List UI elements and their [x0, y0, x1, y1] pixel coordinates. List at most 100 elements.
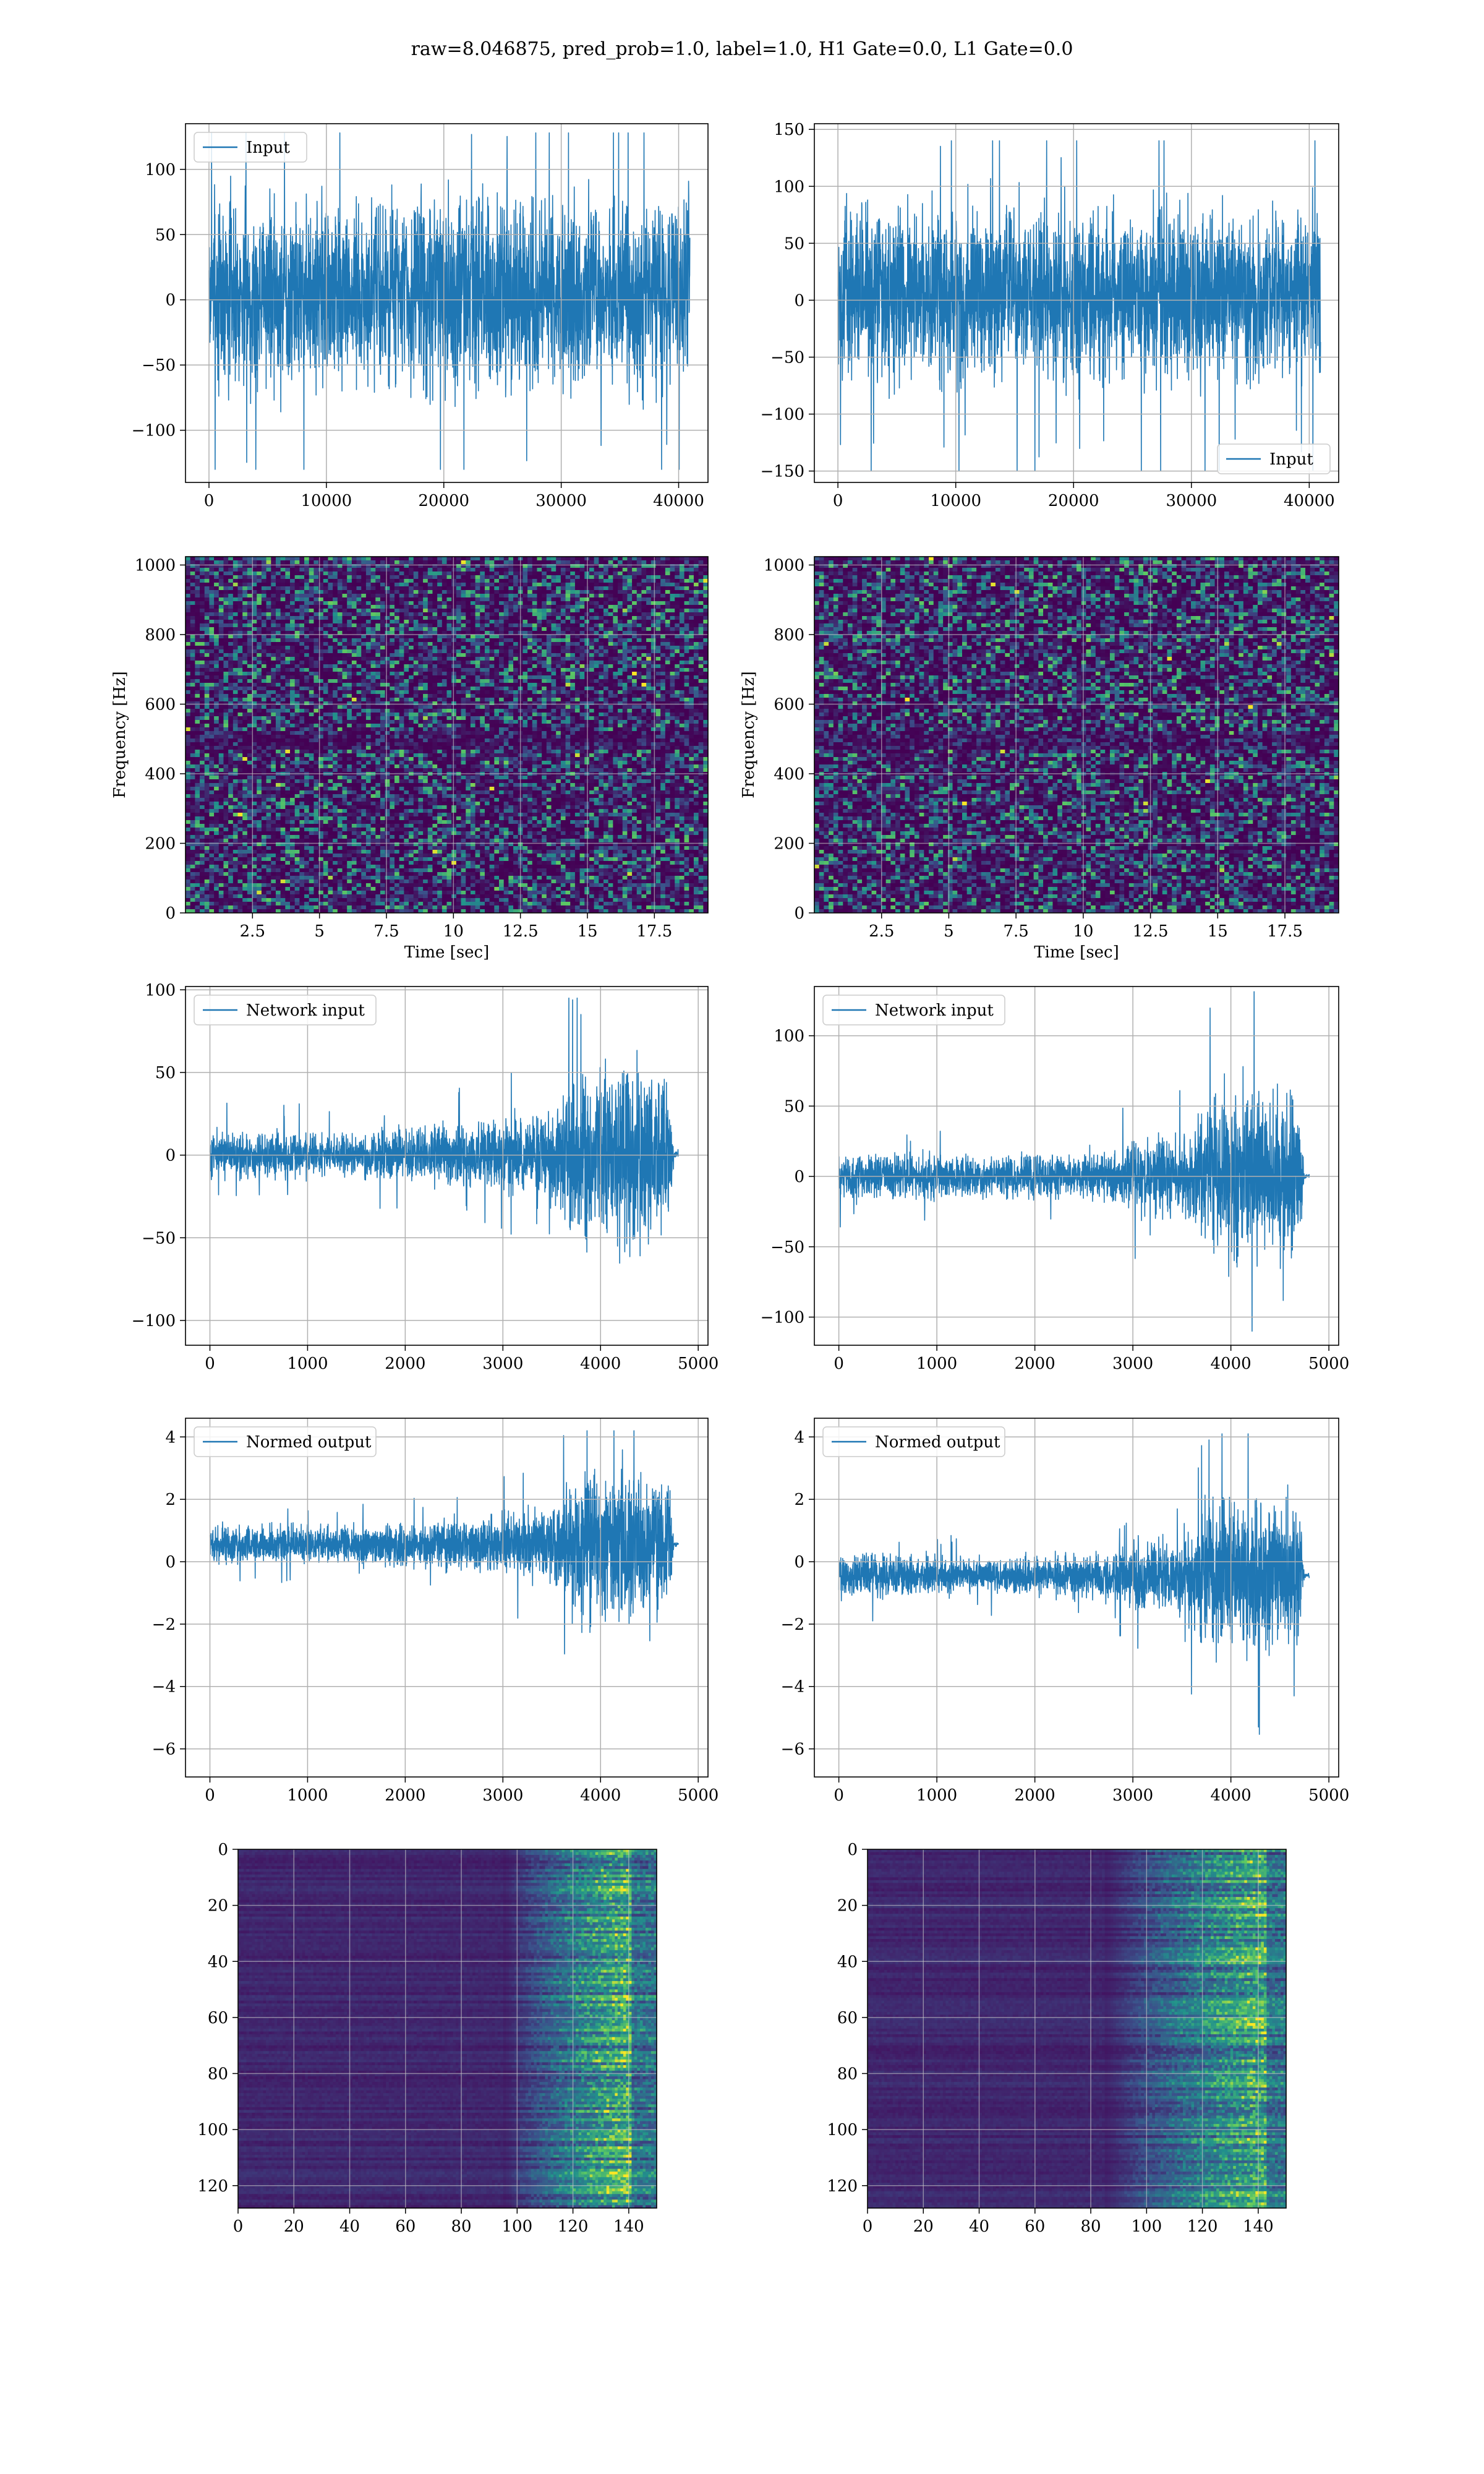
l1-input-legend-label: Input	[1269, 450, 1313, 469]
h1-spectrogram-y-tick-label: 200	[145, 835, 176, 854]
l1-input-y-tick-label: −100	[761, 406, 804, 424]
h1-spectrogram-y-tick-label: 800	[145, 626, 176, 644]
l1-spectrogram-x-tick-label: 10	[1073, 922, 1093, 941]
l1-normed-output-frame	[814, 1418, 1339, 1778]
l1-network-input-y-tick-label: 50	[784, 1097, 804, 1116]
h1-feature-map-x-tick-label: 100	[502, 2217, 533, 2236]
l1-feature-map-x-tick-label: 40	[969, 2217, 989, 2236]
h1-input-y-tick-label: 50	[155, 226, 176, 244]
h1-spectrogram-x-tick-label: 12.5	[503, 922, 539, 941]
l1-network-input-legend-label: Network input	[875, 1001, 994, 1020]
h1-feature-map-x-tick-label: 80	[451, 2217, 472, 2236]
l1-input-frame	[814, 123, 1339, 483]
h1-spectrogram-x-tick-label: 15	[577, 922, 597, 941]
l1-input-series-line	[837, 140, 1321, 472]
l1-feature-map-y-tick-label: 80	[837, 2065, 858, 2084]
l1-network-input-x-tick-label: 4000	[1211, 1355, 1252, 1373]
h1-input-y-tick-label: −100	[132, 422, 176, 440]
l1-spectrogram-x-tick-label: 5	[944, 922, 954, 941]
panel-h1-network-input: 0 1000 2000 3000 4000 5000 −100 −50 0 50 100 Networ…	[132, 981, 719, 1373]
l1-normed-output-x-tick-label: 2000	[1015, 1786, 1055, 1805]
h1-spectrogram-plot-area	[186, 557, 708, 913]
h1-spectrogram-x-tick-label: 10	[443, 922, 464, 941]
l1-network-input-x-tick-label: 0	[834, 1355, 844, 1373]
l1-spectrogram-y-tick-label: 1000	[764, 557, 804, 575]
h1-feature-map-y-tick-label: 80	[208, 2065, 228, 2084]
l1-feature-map-frame	[867, 1849, 1287, 2209]
l1-input-legend: Input	[1217, 443, 1331, 474]
l1-network-input-x-tick-label: 1000	[916, 1355, 957, 1373]
h1-network-input-x-tick-label: 5000	[678, 1355, 719, 1373]
h1-feature-map-frame	[237, 1849, 657, 2209]
l1-normed-output-x-tick-label: 5000	[1308, 1786, 1349, 1805]
l1-input-plot-area	[814, 124, 1339, 482]
h1-network-input-x-tick-label: 3000	[482, 1355, 523, 1373]
l1-spectrogram-x-axis-label: Time [sec]	[1034, 943, 1119, 962]
h1-feature-map-y-tick-label: 100	[197, 2121, 228, 2139]
panel-l1-input: 0 10000 20000 30000 40000 −150 −100 −50 0 50 100 15…	[761, 121, 1339, 510]
h1-network-input-plot-area	[186, 987, 708, 1345]
l1-feature-map-x-tick-label: 140	[1243, 2217, 1274, 2236]
h1-spectrogram-y-axis-label: Frequency [Hz]	[111, 671, 129, 798]
h1-normed-output-x-tick-label: 0	[205, 1786, 215, 1805]
h1-normed-output-legend-label: Normed output	[246, 1433, 372, 1452]
h1-normed-output-frame	[185, 1418, 709, 1778]
l1-feature-map-y-tick-label: 40	[837, 1953, 858, 1971]
h1-network-input-legend-label: Network input	[246, 1001, 365, 1020]
l1-network-input-y-tick-label: 100	[774, 1027, 804, 1046]
l1-normed-output-legend-label: Normed output	[875, 1433, 1000, 1452]
h1-input-x-tick-label: 40000	[653, 492, 704, 510]
l1-spectrogram-x-tick-label: 17.5	[1267, 922, 1303, 941]
h1-feature-map-y-tick-label: 60	[208, 2009, 228, 2027]
l1-normed-output-y-tick-label: 0	[794, 1553, 804, 1572]
l1-input-x-tick-label: 10000	[930, 492, 981, 510]
h1-network-input-legend: Network input	[194, 995, 377, 1025]
h1-normed-output-x-tick-label: 4000	[580, 1786, 621, 1805]
l1-normed-output-x-tick-label: 4000	[1211, 1786, 1252, 1805]
l1-normed-output-x-tick-label: 0	[834, 1786, 844, 1805]
l1-normed-output-y-tick-label: 4	[794, 1428, 804, 1447]
l1-feature-map-x-tick-label: 80	[1081, 2217, 1101, 2236]
h1-feature-map-y-tick-label: 120	[197, 2177, 228, 2196]
h1-network-input-y-tick-label: 100	[145, 981, 176, 999]
h1-network-input-x-tick-label: 2000	[385, 1355, 425, 1373]
h1-spectrogram-y-tick-label: 1000	[135, 557, 176, 575]
l1-network-input-y-tick-label: −100	[761, 1309, 804, 1327]
panel-h1-normed-output: 0 1000 2000 3000 4000 5000 −6 −4 −2 0 2 4 Normed out…	[152, 1418, 719, 1805]
h1-spectrogram-y-tick-label: 600	[145, 696, 176, 714]
l1-spectrogram-x-tick-label: 7.5	[1003, 922, 1028, 941]
h1-feature-map-x-tick-label: 60	[395, 2217, 416, 2236]
h1-normed-output-y-tick-label: −6	[152, 1740, 176, 1759]
h1-spectrogram-y-tick-label: 400	[145, 765, 176, 784]
l1-input-x-tick-label: 0	[833, 492, 843, 510]
h1-input-y-tick-label: 100	[145, 161, 176, 179]
l1-spectrogram-y-tick-label: 600	[774, 696, 804, 714]
figure-title: raw=8.046875, pred_prob=1.0, label=1.0, …	[0, 38, 1484, 60]
l1-feature-map-y-tick-label: 120	[827, 2177, 858, 2196]
l1-spectrogram-y-axis-label: Frequency [Hz]	[740, 671, 758, 798]
h1-spectrogram-x-tick-label: 17.5	[636, 922, 672, 941]
l1-network-input-y-tick-label: 0	[794, 1168, 804, 1186]
h1-feature-map-x-tick-label: 140	[613, 2217, 644, 2236]
h1-normed-output-y-tick-label: −2	[152, 1616, 176, 1634]
l1-input-x-tick-label: 20000	[1048, 492, 1099, 510]
l1-network-input-x-tick-label: 3000	[1112, 1355, 1153, 1373]
l1-network-input-legend: Network input	[822, 995, 1005, 1025]
h1-input-y-tick-label: −50	[142, 356, 176, 375]
l1-network-input-plot-area	[814, 987, 1339, 1345]
h1-input-legend-label: Input	[246, 139, 290, 157]
l1-spectrogram-x-tick-label: 12.5	[1133, 922, 1169, 941]
l1-input-y-tick-label: 150	[774, 121, 804, 139]
h1-input-y-tick-label: 0	[165, 291, 176, 310]
l1-spectrogram-plot-area	[814, 557, 1339, 913]
h1-network-input-x-tick-label: 1000	[287, 1355, 328, 1373]
l1-network-input-x-tick-label: 5000	[1308, 1355, 1349, 1373]
l1-input-x-tick-label: 30000	[1166, 492, 1217, 510]
l1-input-x-tick-label: 40000	[1284, 492, 1335, 510]
l1-normed-output-series-line	[838, 1433, 1310, 1735]
panel-h1-feature-map: 0 20 40 60 80 100 120 140 0 20 40 60 80 100 120	[197, 1841, 657, 2236]
h1-normed-output-series-line	[209, 1430, 680, 1654]
l1-normed-output-y-tick-label: −2	[781, 1616, 804, 1634]
l1-input-y-tick-label: −150	[761, 463, 804, 481]
l1-spectrogram-y-tick-label: 0	[794, 904, 804, 923]
